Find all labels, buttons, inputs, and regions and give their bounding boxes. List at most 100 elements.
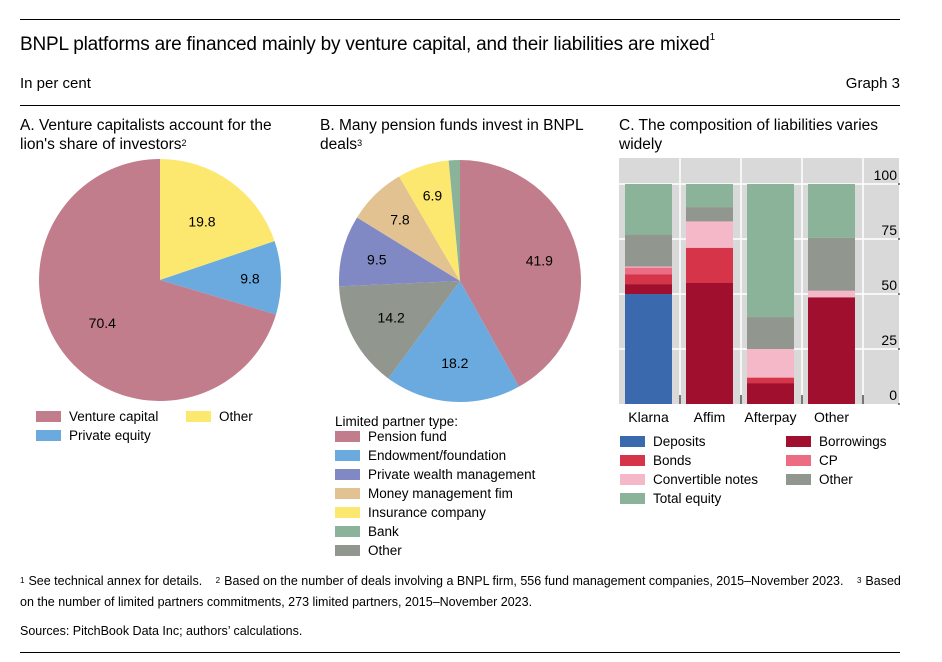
legend-label: Pension fund [368,429,447,444]
legend-item-other: Other [786,472,853,487]
bar-segment-klarna-bonds [625,274,672,285]
pie-slice-venture-capital [39,159,276,401]
legend-item-private-equity: Private equity [36,428,151,443]
pie-slice-endowment-foundation [388,281,519,403]
bar-segment-afterpay-borrowings [747,383,794,404]
pie-label-pension-fund: 41.9 [526,252,553,268]
bar-segment-klarna-total-equity [625,184,672,235]
legend-item-other: Other [186,409,253,424]
legend-label: Deposits [653,434,706,449]
legend-label: Insurance company [368,505,486,520]
bar-segment-other-total-equity [808,184,855,238]
legend-swatch [335,545,360,556]
bar-segment-klarna-deposits [625,294,672,404]
chart-title-text: BNPL platforms are financed mainly by ve… [20,34,710,55]
footnote-1-mark: 1 [20,576,25,585]
bar-segment-afterpay-total-equity [747,184,794,318]
legend-swatch [620,493,645,504]
legend-label: Private equity [69,428,151,443]
legend-swatch [186,411,211,422]
legend-swatch [36,430,61,441]
footnote-3-mark: 3 [856,576,862,585]
pie-slice-other [160,159,275,280]
pie-slice-other [339,281,460,379]
units-label: In per cent [20,75,91,92]
legend-item-pension-fund: Pension fund [335,429,447,444]
legend-item-bank: Bank [335,524,399,539]
y-tick-label: 100 [874,167,898,183]
bar-segment-affim-total-equity [686,184,733,208]
legend-label: Other [368,543,402,558]
bar-segment-other-convertible-notes [808,290,855,298]
legend-label: Endowment/foundation [368,448,507,463]
legend-swatch [36,411,61,422]
footnote-2-mark: 2 [215,576,221,585]
panel-b-title-text: B. Many pension funds invest in BNPL dea… [320,117,584,153]
panel-b-title: B. Many pension funds invest in BNPL dea… [320,116,600,154]
bar-segment-affim-other [686,207,733,222]
graph-number: Graph 3 [845,75,900,92]
panel-a-footnote-mark: 2 [181,138,187,148]
legend-item-borrowings: Borrowings [786,434,887,449]
legend-swatch [620,436,645,447]
legend-item-cp: CP [786,453,838,468]
legend-swatch [335,507,360,518]
sources: Sources: PitchBook Data Inc; authors’ ca… [20,624,303,638]
header-rule [20,105,900,106]
legend-item-private-wealth-management: Private wealth management [335,467,535,482]
legend-swatch [786,474,811,485]
legend-item-deposits: Deposits [620,434,706,449]
pie-label-other: 19.8 [188,213,215,229]
bottom-rule [20,652,900,653]
bar-segment-afterpay-convertible-notes [747,349,794,378]
legend-label: Bonds [653,453,692,468]
bar-segment-klarna-cp [625,267,672,275]
bar-segment-affim-bonds [686,247,733,283]
legend-item-bonds: Bonds [620,453,691,468]
footnote-3-text: Based on the number of limited partners … [20,574,901,609]
legend-label: Convertible notes [653,472,759,487]
footnote-1-text: See technical annex for details. [28,574,203,588]
pie-label-private-equity: 9.8 [240,270,260,286]
panel-b-footnote-mark: 3 [357,138,363,148]
legend-label: Bank [368,524,399,539]
pie-slice-private-wealth-management [339,217,460,287]
top-rule [20,19,900,20]
panel-a-title: A. Venture capitalists account for the l… [20,116,310,154]
bar-segment-afterpay-bonds [747,377,794,384]
legend-swatch [786,436,811,447]
footnote-1: 1 See technical annex for details. [20,574,202,588]
bar-segment-affim-borrowings [686,283,733,404]
panel-b-legend-title: Limited partner type: [335,414,459,429]
pie-label-other: 14.2 [378,310,405,326]
pie-label-venture-capital: 70.4 [89,315,116,331]
pie-label-money-management-fim: 7.8 [390,211,410,227]
legend-item-convertible-notes: Convertible notes [620,472,758,487]
legend-swatch [335,488,360,499]
footnote-2: 2 Based on the number of deals involving … [216,574,844,588]
legend-swatch [786,455,811,466]
legend-label: Money management fim [368,486,513,501]
bar-segment-other-borrowings [808,297,855,404]
y-tick-label: 0 [889,387,897,403]
bar-segment-klarna-other [625,234,672,267]
legend-swatch [620,455,645,466]
pie-slice-bank [448,160,460,281]
legend-swatch [335,526,360,537]
y-tick-label: 25 [881,332,897,348]
panel-c-title: C. The composition of liabilities varies… [619,116,879,154]
legend-item-insurance-company: Insurance company [335,505,486,520]
footnotes: 1 See technical annex for details. 2 Based… [20,571,910,613]
panel-a-title-text: A. Venture capitalists account for the l… [20,117,272,153]
legend-item-money-management-fim: Money management fim [335,486,513,501]
bar-segment-affim-convertible-notes [686,221,733,248]
legend-item-total-equity: Total equity [620,491,721,506]
footnote-2-text: Based on the number of deals involving a… [224,574,844,588]
pie-slice-pension-fund [460,160,581,387]
y-tick-label: 50 [881,277,897,293]
legend-label: Other [219,409,253,424]
legend-item-endowment-foundation: Endowment/foundation [335,448,506,463]
legend-swatch [335,431,360,442]
pie-label-private-wealth-management: 9.5 [367,251,387,267]
pie-slice-insurance-company [399,160,460,281]
